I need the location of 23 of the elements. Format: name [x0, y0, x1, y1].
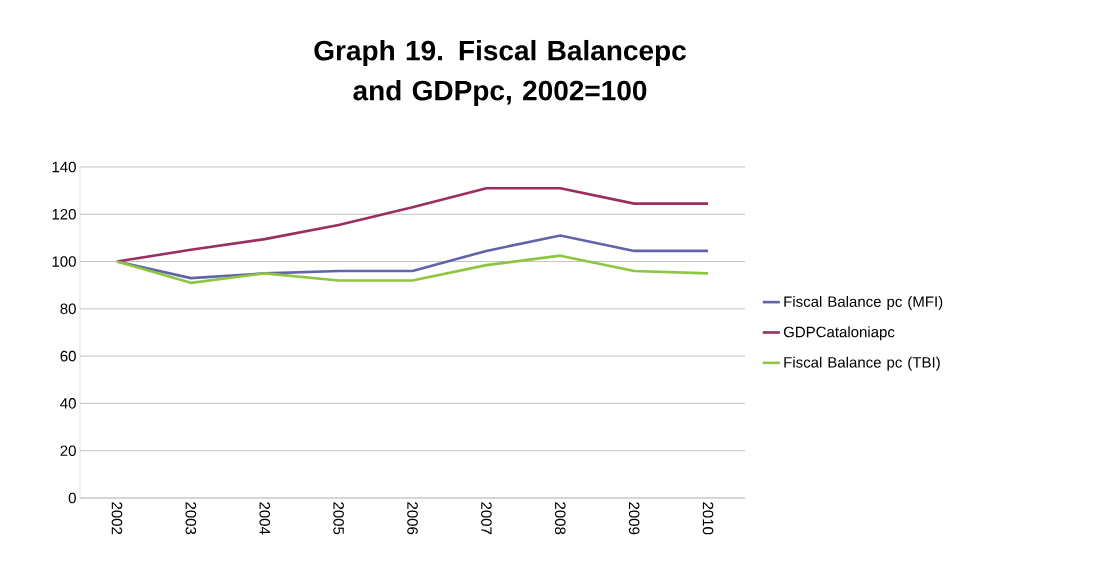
x-tick-label: 2009	[628, 502, 640, 535]
y-tick-label: 20	[60, 445, 76, 457]
x-tick-label: 2010	[702, 502, 714, 535]
x-tick-label: 2003	[185, 502, 197, 535]
chart-title: Graph 19. Fiscal Balancepc and GDPpc, 2002=100	[314, 39, 686, 107]
x-tick-label: 2002	[111, 502, 123, 535]
line-series	[115, 254, 710, 285]
x-tick-label: 2005	[333, 502, 344, 535]
x-tick-label: 2008	[554, 502, 566, 535]
y-tick-label: 120	[52, 208, 76, 220]
x-tick-label: 2006	[407, 502, 418, 535]
line-series	[115, 186, 710, 263]
y-tick-label: 0	[68, 492, 76, 504]
legend-label: Fiscal Balance pc (TBI)	[784, 356, 940, 371]
x-tick-label: 2007	[481, 502, 492, 535]
y-tick-label: 100	[52, 256, 76, 267]
y-tick-label: 40	[60, 398, 76, 409]
y-tick-label: 140	[52, 161, 76, 173]
legend-label: Fiscal Balance pc (MFI)	[784, 295, 943, 310]
x-tick-label: 2004	[259, 502, 271, 535]
y-tick-label: 60	[60, 350, 76, 362]
y-tick-label: 80	[60, 303, 76, 315]
legend-label: GDPCataloniapc	[783, 326, 895, 341]
